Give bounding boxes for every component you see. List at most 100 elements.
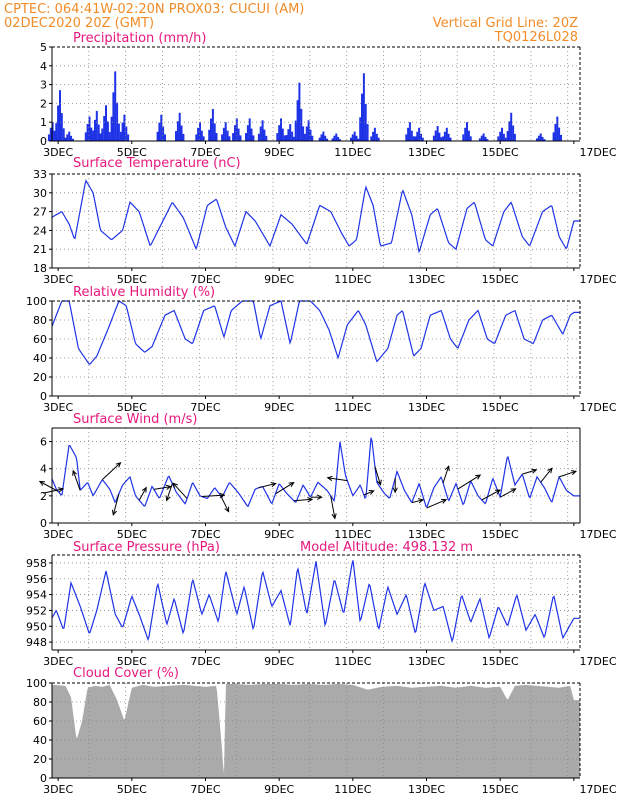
wind-arrow-head [368, 490, 375, 495]
precip-bar [232, 133, 235, 141]
y-tick-label: 80 [33, 696, 47, 709]
wind-arrow [72, 470, 81, 491]
precip-bar [97, 124, 100, 141]
precip-bar [372, 131, 375, 141]
y-tick-label: 6 [40, 436, 47, 449]
wind-arrow [411, 499, 424, 504]
precip-bar [309, 129, 312, 141]
wind-arrow-head [475, 474, 482, 480]
x-tick-label: 5DEC [117, 528, 147, 541]
precip-bar [281, 128, 284, 141]
y-tick-label: 40 [33, 352, 47, 365]
y-tick-label: 2 [40, 97, 47, 110]
precip-bar [447, 133, 450, 141]
x-tick-label: 15DEC [482, 655, 519, 668]
precip-bar [208, 129, 211, 141]
wind-arrow-head [307, 497, 314, 503]
y-tick-label: 60 [33, 715, 47, 728]
precip-bar [197, 127, 200, 141]
precip-bar [418, 127, 421, 141]
x-tick-label: 3DEC [43, 528, 73, 541]
precip-bar [95, 110, 98, 141]
wind-arrow-head [376, 479, 382, 486]
x-tick-label: 17DEC [579, 655, 616, 668]
precip-bar [70, 135, 72, 141]
series-line [51, 300, 580, 365]
precip-bar [248, 118, 251, 141]
wind-arrow-head [316, 494, 323, 500]
wind-arrow [172, 482, 188, 499]
precip-bar [112, 92, 115, 141]
x-tick-label: 13DEC [408, 655, 445, 668]
wind-arrow-head [141, 486, 147, 493]
x-tick-label: 7DEC [190, 783, 220, 796]
precip-bar [59, 90, 61, 141]
x-tick-label: 11DEC [334, 528, 371, 541]
precip-bar [359, 117, 362, 141]
wind-arrow-head [72, 469, 78, 476]
wind-arrow [363, 490, 374, 496]
panel-5: 0 20 40 60 80 100 3DEC 5DEC 7DEC 9DEC 11DEC 13DEC 15… [26, 666, 617, 796]
precip-bar [292, 136, 295, 141]
x-tick-label: 11DEC [334, 783, 371, 796]
precip-bar [92, 130, 95, 141]
precip-bar [55, 123, 58, 141]
wind-arrow-head [331, 513, 337, 520]
wind-arrow-head [288, 481, 295, 488]
wind-arrow-head [115, 462, 122, 468]
precip-bar [221, 134, 224, 141]
precip-bar [180, 125, 183, 141]
precip-bar [478, 138, 481, 141]
precip-bar [94, 119, 96, 141]
precip-bar [513, 133, 516, 141]
precip-bar [200, 130, 203, 141]
x-tick-label: 9DEC [264, 146, 294, 159]
x-tick-label: 5DEC [117, 273, 147, 286]
header-line1: CPTEC: 064:41W-02:20N PROX03: CUCUI (AM) [4, 2, 304, 17]
precip-bar [445, 127, 448, 141]
wind-arrow [166, 483, 173, 501]
precip-bar [303, 133, 306, 141]
precip-bar [66, 134, 69, 141]
precip-bar [116, 102, 119, 141]
wind-arrow [540, 467, 553, 483]
x-tick-label: 13DEC [408, 783, 445, 796]
precip-bar [276, 133, 279, 141]
precip-bar [350, 137, 352, 141]
precip-bar [373, 127, 376, 141]
panel-title: Surface Wind (m/s) [73, 412, 197, 427]
precip-bar [464, 127, 467, 141]
panel-3: 0 2 4 6 3DEC 5DEC 7DEC 9DEC 11DEC 13DEC 15DEC 17DEC… [38, 412, 617, 541]
precip-bar [512, 125, 515, 141]
x-tick-label: 7DEC [190, 273, 220, 286]
precip-bar [508, 121, 511, 141]
wind-arrow-head [165, 495, 171, 502]
wind-arrow [442, 466, 450, 484]
precip-bar [195, 134, 198, 141]
wind-arrow [219, 494, 230, 512]
precip-bar [421, 137, 424, 141]
wind-arrow [275, 482, 294, 495]
wind-arrow [481, 489, 501, 501]
precip-bar [176, 121, 179, 141]
wind-arrow-head [111, 509, 117, 516]
precip-bar [467, 130, 470, 141]
precip-bar [158, 122, 161, 141]
precip-bar [497, 136, 500, 141]
precip-bar [364, 103, 367, 141]
x-tick-label: 5DEC [117, 783, 147, 796]
x-tick-label: 17DEC [579, 783, 616, 796]
precip-bar [164, 134, 166, 141]
panel-title: Relative Humidity (%) [73, 285, 215, 300]
precip-bar [239, 135, 242, 141]
precip-bar [123, 114, 126, 141]
precip-bar [407, 127, 410, 141]
wind-arrow [558, 470, 577, 478]
precip-bar [504, 137, 507, 141]
y-tick-label: 4 [40, 463, 47, 476]
wind-arrow [327, 477, 348, 482]
precip-bar [355, 135, 358, 141]
precip-bar [235, 118, 238, 141]
precip-bar [331, 138, 334, 141]
precip-bar [103, 116, 106, 141]
